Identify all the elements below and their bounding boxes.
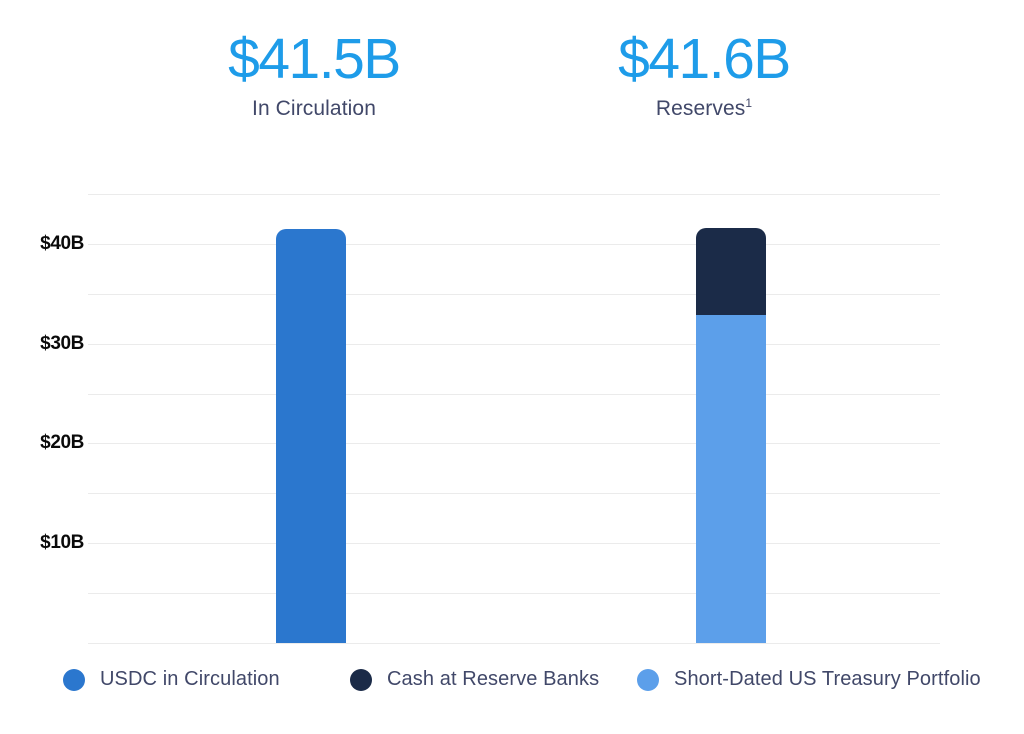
y-axis-tick-label: $30B: [40, 333, 84, 354]
y-axis-tick-label: $10B: [40, 532, 84, 553]
gridline: [88, 543, 940, 544]
gridline: [88, 643, 940, 644]
gridline: [88, 194, 940, 195]
stat-label-text: Reserves: [655, 97, 746, 121]
y-axis-tick-label: $40B: [40, 233, 84, 254]
gridline: [88, 244, 940, 245]
stat-value-reserves: $41.6B: [618, 27, 791, 91]
bar-segment-short-dated-us-treasury-portfolio: [696, 315, 766, 643]
stat-label-text: In Circulation: [252, 97, 376, 121]
gridline: [88, 394, 940, 395]
footnote-marker: 1: [745, 96, 753, 111]
gridline: [88, 593, 940, 594]
gridline: [88, 493, 940, 494]
y-axis-tick-label: $20B: [40, 432, 84, 453]
stat-label-circulation: In Circulation: [154, 97, 474, 121]
stat-label-reserves: Reserves1: [544, 97, 864, 121]
bar-segment-usdc-in-circulation: [276, 229, 346, 643]
stat-value-circulation: $41.5B: [228, 27, 401, 91]
gridline: [88, 344, 940, 345]
stat-reserves: $41.6B Reserves1: [544, 30, 864, 121]
stat-in-circulation: $41.5B In Circulation: [154, 30, 474, 121]
gridline: [88, 443, 940, 444]
bar-segment-cash-at-reserve-banks: [696, 228, 766, 315]
gridline: [88, 294, 940, 295]
